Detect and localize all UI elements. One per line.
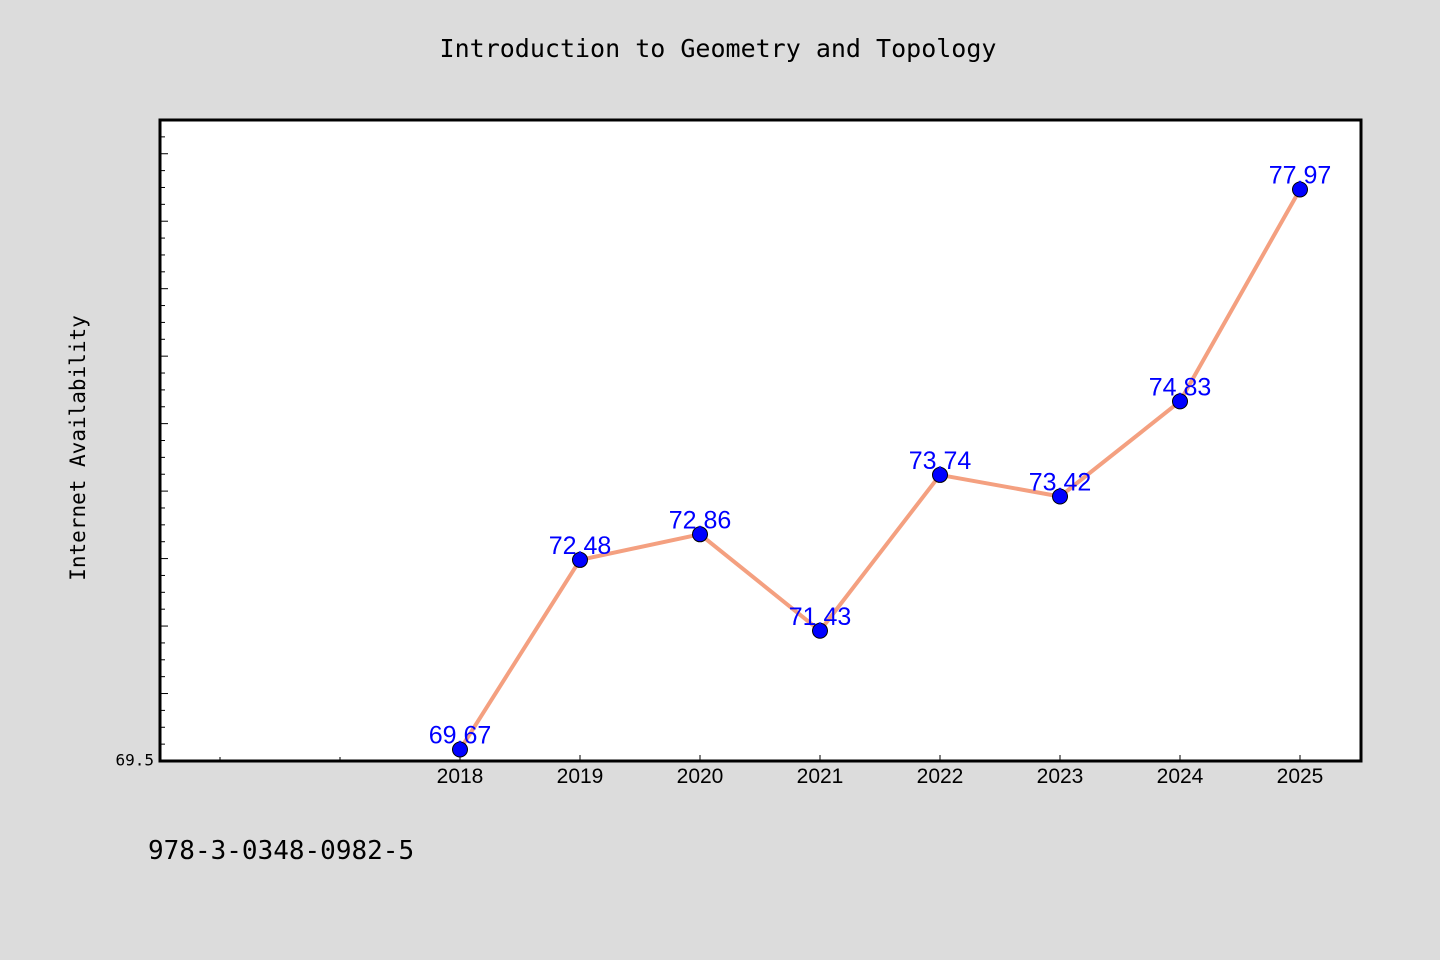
data-point — [452, 741, 468, 758]
x-tick-label: 2025 — [1277, 765, 1324, 788]
data-point — [1052, 488, 1068, 505]
data-point — [812, 622, 828, 639]
data-label: 69.67 — [429, 722, 492, 750]
isbn-text: 978-3-0348-0982-5 — [148, 836, 415, 866]
data-label: 73.74 — [909, 447, 972, 475]
x-tick-label: 2018 — [437, 765, 484, 788]
series-line — [458, 188, 1302, 751]
chart-title: Introduction to Geometry and Topology — [439, 34, 997, 63]
x-tick-label: 2024 — [1157, 765, 1204, 788]
y-tick-label: 69.5 — [115, 751, 154, 770]
x-tick-label: 2021 — [797, 765, 844, 788]
x-tick-label: 2023 — [1037, 765, 1084, 788]
x-tick-label: 2019 — [557, 765, 604, 788]
x-tick-label: 2022 — [917, 765, 964, 788]
data-point — [692, 526, 708, 543]
data-label: 73.42 — [1029, 469, 1092, 497]
data-label: 74.83 — [1149, 373, 1212, 401]
data-point — [1292, 181, 1308, 198]
data-point — [932, 466, 948, 483]
plot-area — [158, 118, 1363, 763]
data-label: 72.48 — [549, 532, 612, 560]
x-tick-label: 2020 — [677, 765, 724, 788]
data-label: 77.97 — [1269, 161, 1332, 189]
data-label: 71.43 — [789, 603, 852, 631]
data-point — [1172, 393, 1188, 410]
data-label: 72.86 — [669, 506, 732, 534]
data-point — [572, 551, 588, 568]
